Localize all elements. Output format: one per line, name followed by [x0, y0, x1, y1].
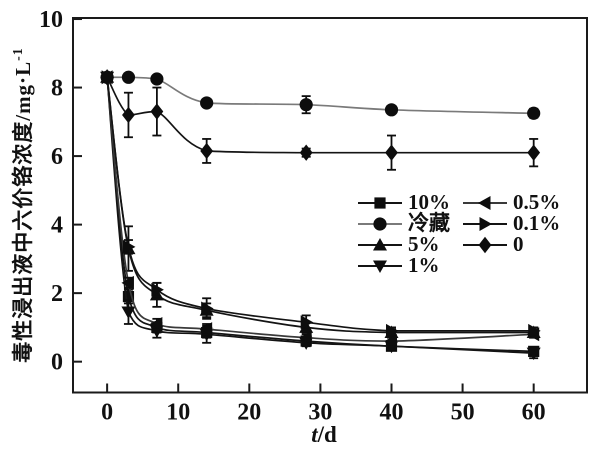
y-tick-label: 10	[39, 7, 63, 33]
legend-item-0.5%: 0.5%	[462, 192, 560, 213]
legend-label: 0	[513, 232, 524, 256]
legend-label: 0.1%	[513, 211, 561, 235]
x-tick-label: 50	[451, 400, 475, 426]
legend-label: 10%	[408, 190, 450, 214]
legend-item-冷藏: 冷藏	[357, 213, 450, 234]
series-0.5%	[100, 70, 540, 349]
y-tick-label: 4	[51, 213, 63, 239]
series-line	[107, 76, 534, 115]
legend-item-1%: 1%	[357, 255, 450, 276]
legend-label: 5%	[408, 232, 440, 256]
triangle-left-icon	[463, 195, 507, 210]
x-axis-title-variable: t	[311, 422, 318, 447]
x-tick-label: 20	[237, 400, 261, 426]
circle-icon	[358, 216, 402, 231]
legend-item-5%: 5%	[357, 234, 450, 255]
legend-item-0.1%: 0.1%	[462, 213, 560, 234]
x-tick-label: 0	[101, 400, 113, 426]
legend-column-2: 0.5% 0.1% 0	[462, 192, 560, 276]
y-axis-title: 毒性浸出液中六价铬浓度/mg·L-1	[7, 0, 35, 415]
y-tick-label: 8	[51, 76, 63, 102]
y-tick-label: 6	[51, 144, 63, 170]
legend-label: 1%	[408, 253, 440, 277]
x-tick-label: 10	[166, 400, 190, 426]
triangle-up-icon	[358, 237, 402, 250]
legend-item-0: 0	[462, 234, 560, 255]
x-axis-title-unit: /d	[317, 422, 337, 447]
diamond-icon	[463, 236, 507, 253]
y-axis-title-text: 毒性浸出液中六价铬浓度/mg·L	[11, 60, 35, 363]
legend-label: 冷藏	[408, 211, 450, 235]
triangle-right-icon	[463, 216, 507, 231]
legend-item-10%: 10%	[357, 192, 450, 213]
y-tick-label: 0	[51, 350, 63, 376]
series-line	[106, 76, 534, 154]
series-冷藏	[100, 70, 541, 120]
triangle-down-icon	[358, 260, 402, 273]
legend-column-1: 10% 冷藏 5% 1%	[357, 192, 450, 276]
x-axis-title: t/d	[296, 422, 352, 448]
x-tick-label: 30	[308, 400, 332, 426]
plot-border	[72, 17, 588, 394]
y-tick-label: 2	[51, 281, 63, 307]
square-icon	[358, 196, 402, 209]
legend-label: 0.5%	[513, 190, 561, 214]
x-tick-label: 60	[522, 400, 546, 426]
legend: 10% 冷藏 5% 1% 0.5% 0.1% 0	[357, 192, 560, 276]
series-0.1%	[101, 70, 541, 338]
series-0	[100, 69, 541, 171]
y-axis-title-superscript: -1	[11, 47, 26, 61]
x-tick-label: 40	[379, 400, 403, 426]
